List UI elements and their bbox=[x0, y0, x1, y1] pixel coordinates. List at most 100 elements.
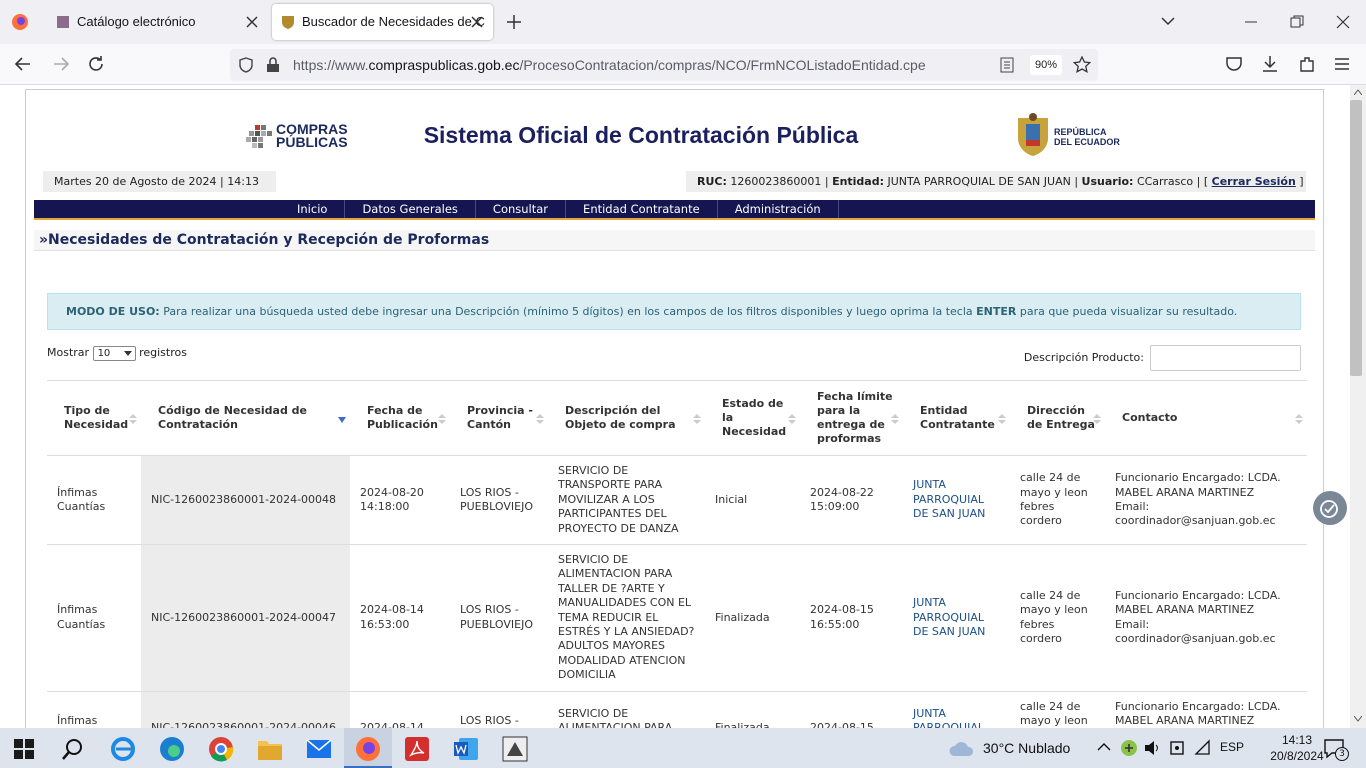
search-input[interactable] bbox=[1150, 345, 1301, 371]
text: para que pueda visualizar su resultado. bbox=[1019, 305, 1238, 318]
ie-icon[interactable] bbox=[110, 736, 136, 762]
start-button[interactable] bbox=[14, 739, 34, 759]
cell: Finalizada bbox=[705, 544, 800, 692]
search-label: Descripción Producto: bbox=[1023, 351, 1144, 364]
cell: LOS RIOS - PUEBLOVIEJO bbox=[450, 544, 548, 692]
menu-item[interactable]: Administración bbox=[718, 200, 839, 218]
firefox-menu-icon[interactable] bbox=[10, 12, 30, 32]
scrollbar[interactable] bbox=[1350, 85, 1366, 728]
minimize[interactable] bbox=[1244, 15, 1258, 29]
entity-link[interactable]: JUNTA PARROQUIAL DE SAN JUAN bbox=[913, 706, 985, 728]
column-header[interactable]: Estado de la Necesidad bbox=[705, 380, 800, 456]
mail-icon[interactable] bbox=[306, 737, 332, 761]
cell: 2024-08-14 bbox=[350, 690, 450, 728]
close-tab[interactable] bbox=[470, 15, 484, 29]
extensions[interactable] bbox=[1298, 55, 1316, 73]
cell-text: NIC-1260023860001-2024-00046 bbox=[151, 721, 337, 728]
menu-item[interactable]: Inicio bbox=[280, 200, 346, 218]
scroll-thumb[interactable] bbox=[1350, 100, 1362, 376]
header-label: Dirección de Entrega bbox=[1027, 404, 1095, 431]
tab-icon bbox=[57, 16, 69, 28]
new-tab[interactable] bbox=[506, 14, 522, 30]
list-tabs[interactable] bbox=[1160, 15, 1176, 27]
tray-icon[interactable] bbox=[1168, 739, 1186, 757]
menu-item[interactable]: Datos Generales bbox=[345, 200, 476, 218]
cell: Funcionario Encargado: LCDA. MABEL ARANA… bbox=[1105, 454, 1307, 545]
page-size-select[interactable]: 10 bbox=[92, 345, 136, 361]
shield-icon bbox=[239, 57, 253, 73]
cell-text: 2024-08-14 bbox=[360, 721, 424, 728]
sort-icon bbox=[693, 414, 701, 424]
pocket[interactable] bbox=[1225, 56, 1243, 72]
column-header[interactable]: Descripción del Objeto de compra bbox=[548, 380, 705, 456]
cell-text: NIC-1260023860001-2024-00048 bbox=[151, 492, 337, 506]
entity-link[interactable]: JUNTA PARROQUIAL DE SAN JUAN bbox=[913, 478, 986, 521]
pdf-icon[interactable] bbox=[404, 736, 430, 762]
cell: Funcionario Encargado: LCDA. MABEL ARANA… bbox=[1105, 690, 1307, 728]
column-header[interactable]: Provincia - Cantón bbox=[450, 380, 548, 456]
chrome-icon[interactable] bbox=[208, 736, 234, 762]
weather-icon[interactable] bbox=[948, 738, 976, 758]
contact-email: Email: coordinador@sanjuan.gob.ec bbox=[1115, 617, 1276, 646]
contact-name: Funcionario Encargado: LCDA. MABEL ARANA… bbox=[1115, 699, 1281, 728]
menu-item[interactable]: Consultar bbox=[476, 200, 567, 218]
cell: SERVICIO DE TRANSPORTE PARA MOVILIZAR A … bbox=[548, 454, 705, 545]
zoom-level[interactable]: 90% bbox=[1030, 55, 1063, 75]
floating-button[interactable] bbox=[1312, 490, 1348, 526]
column-header[interactable]: Contacto bbox=[1105, 380, 1307, 456]
restore[interactable] bbox=[1290, 15, 1304, 29]
header-label: Provincia - Cantón bbox=[467, 404, 533, 431]
cell: Finalizada bbox=[705, 690, 800, 728]
url-path: /ProcesoContratacion/compras/NCO/FrmNCOL… bbox=[519, 57, 926, 73]
tray-expand[interactable] bbox=[1097, 742, 1111, 752]
column-header[interactable]: Fecha límite para la entrega de proforma… bbox=[800, 380, 903, 456]
volume-icon[interactable] bbox=[1143, 739, 1161, 757]
notification-icon[interactable] bbox=[1324, 739, 1346, 759]
back[interactable] bbox=[14, 56, 32, 72]
word-icon[interactable] bbox=[453, 736, 479, 762]
nav-toolbar: https://www.compraspublicas.gob.ec/Proce… bbox=[0, 44, 1366, 85]
column-header[interactable]: Fecha de Publicación bbox=[350, 380, 450, 456]
app-menu[interactable] bbox=[1334, 56, 1350, 72]
cell-text: LOS RIOS - PUEBLOVIEJO bbox=[460, 485, 534, 514]
scroll-up[interactable] bbox=[1354, 89, 1362, 95]
reload[interactable] bbox=[87, 55, 105, 73]
cell-text: 2024-08-15 16:55:00 bbox=[810, 603, 874, 631]
bookmark-star[interactable] bbox=[1073, 56, 1091, 74]
table-row: Ínfimas Cuantías NIC-1260023860001-2024-0… bbox=[47, 544, 1307, 692]
column-header[interactable]: Dirección de Entrega bbox=[1010, 380, 1105, 456]
cell: Ínfimas Cuantías bbox=[47, 690, 141, 728]
tray-icon[interactable] bbox=[1120, 739, 1138, 757]
reader-view[interactable] bbox=[1000, 57, 1014, 73]
column-header[interactable]: Código de Necesidad de Contratación bbox=[141, 380, 350, 456]
scroll-down[interactable] bbox=[1354, 716, 1362, 722]
downloads[interactable] bbox=[1261, 55, 1279, 73]
active-tab[interactable]: Buscador de Necesidades de C bbox=[272, 4, 493, 40]
cell-text: LOS RIOS - PUEBLOVIEJO bbox=[460, 603, 534, 631]
column-header[interactable]: Entidad Contratante bbox=[903, 380, 1010, 456]
language[interactable]: ESP bbox=[1220, 740, 1245, 754]
coat-of-arms bbox=[1018, 113, 1048, 156]
clock[interactable]: 14:13 20/8/2024 bbox=[1262, 732, 1332, 764]
column-header[interactable]: Tipo de Necesidad bbox=[47, 380, 141, 456]
search-button[interactable] bbox=[61, 737, 85, 761]
value: 10 bbox=[97, 347, 111, 359]
logout-link[interactable]: Cerrar Sesión bbox=[1211, 175, 1296, 188]
forward[interactable] bbox=[52, 56, 70, 72]
close-window[interactable] bbox=[1336, 15, 1350, 29]
url-bar[interactable]: https://www.compraspublicas.gob.ec/Proce… bbox=[230, 49, 1098, 81]
contact-email: Email: coordinador@sanjuan.gob.ec bbox=[1115, 500, 1276, 528]
close-tab[interactable] bbox=[245, 15, 259, 29]
menu-item[interactable]: Entidad Contratante bbox=[566, 200, 718, 218]
edge-icon[interactable] bbox=[159, 736, 185, 762]
weather[interactable]: 30°C Nublado bbox=[983, 740, 1071, 756]
network-icon[interactable] bbox=[1194, 739, 1212, 757]
cell-text: SERVICIO DE ALIMENTACION PARA TALLER DE … bbox=[558, 553, 695, 682]
explorer-icon[interactable] bbox=[257, 737, 283, 761]
header-row: Tipo de Necesidad Código de Necesidad de … bbox=[47, 380, 1307, 456]
tab[interactable]: Catálogo electrónico bbox=[44, 4, 270, 40]
entity-link[interactable]: JUNTA PARROQUIAL DE SAN JUAN bbox=[913, 596, 986, 639]
app-icon[interactable] bbox=[502, 736, 528, 762]
cell: JUNTA PARROQUIAL DE SAN JUAN bbox=[903, 454, 1010, 545]
country-text: REPÚBLICA DEL ECUADOR bbox=[1054, 127, 1120, 147]
